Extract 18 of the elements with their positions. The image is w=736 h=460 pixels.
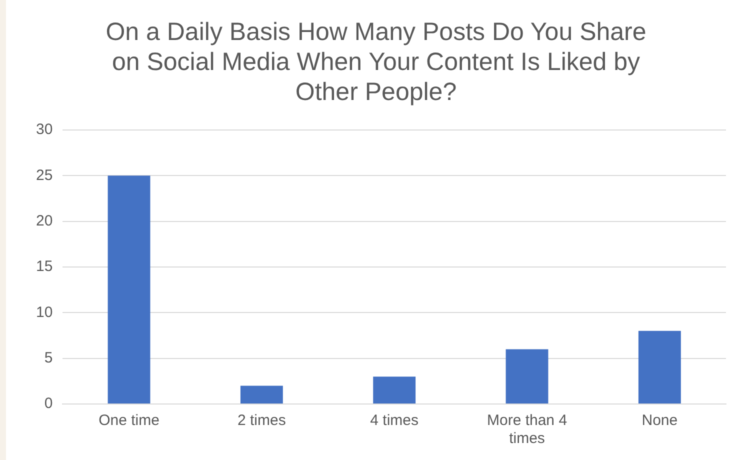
bar [506, 349, 548, 404]
bar [108, 176, 150, 404]
y-tick-label: 30 [36, 121, 53, 138]
x-tick-label: One time [98, 412, 160, 430]
bar [373, 376, 416, 404]
x-tick-label: 4 times [370, 412, 419, 430]
chart-title: On a Daily Basis How Many Posts Do You Share on Social Media When Your Content Is Liked by Other People? [106, 18, 646, 106]
x-tick-label: More than 4 times [486, 412, 568, 448]
y-tick-label: 20 [36, 212, 53, 230]
bar [240, 386, 283, 404]
x-tick-label: 2 times [238, 412, 286, 430]
y-tick-label: 5 [44, 349, 53, 366]
y-tick-label: 25 [36, 166, 53, 184]
y-tick-label: 10 [36, 304, 53, 321]
bar [638, 330, 681, 404]
y-tick-label: 15 [36, 258, 53, 276]
y-tick-label: 0 [44, 395, 53, 412]
x-tick-label: None [642, 412, 678, 430]
